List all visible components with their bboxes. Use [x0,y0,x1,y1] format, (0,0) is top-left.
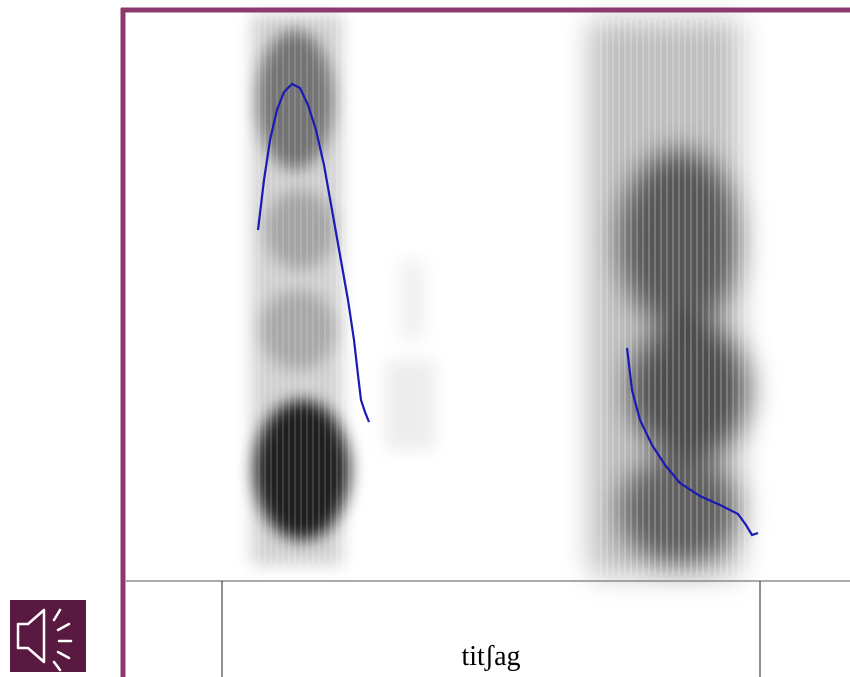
spectrogram-view: titʃag [0,0,850,677]
spectrogram [252,15,750,575]
interval-label: titʃag [461,641,520,672]
audio-icon[interactable] [10,600,86,672]
slide: titʃag [0,0,850,677]
